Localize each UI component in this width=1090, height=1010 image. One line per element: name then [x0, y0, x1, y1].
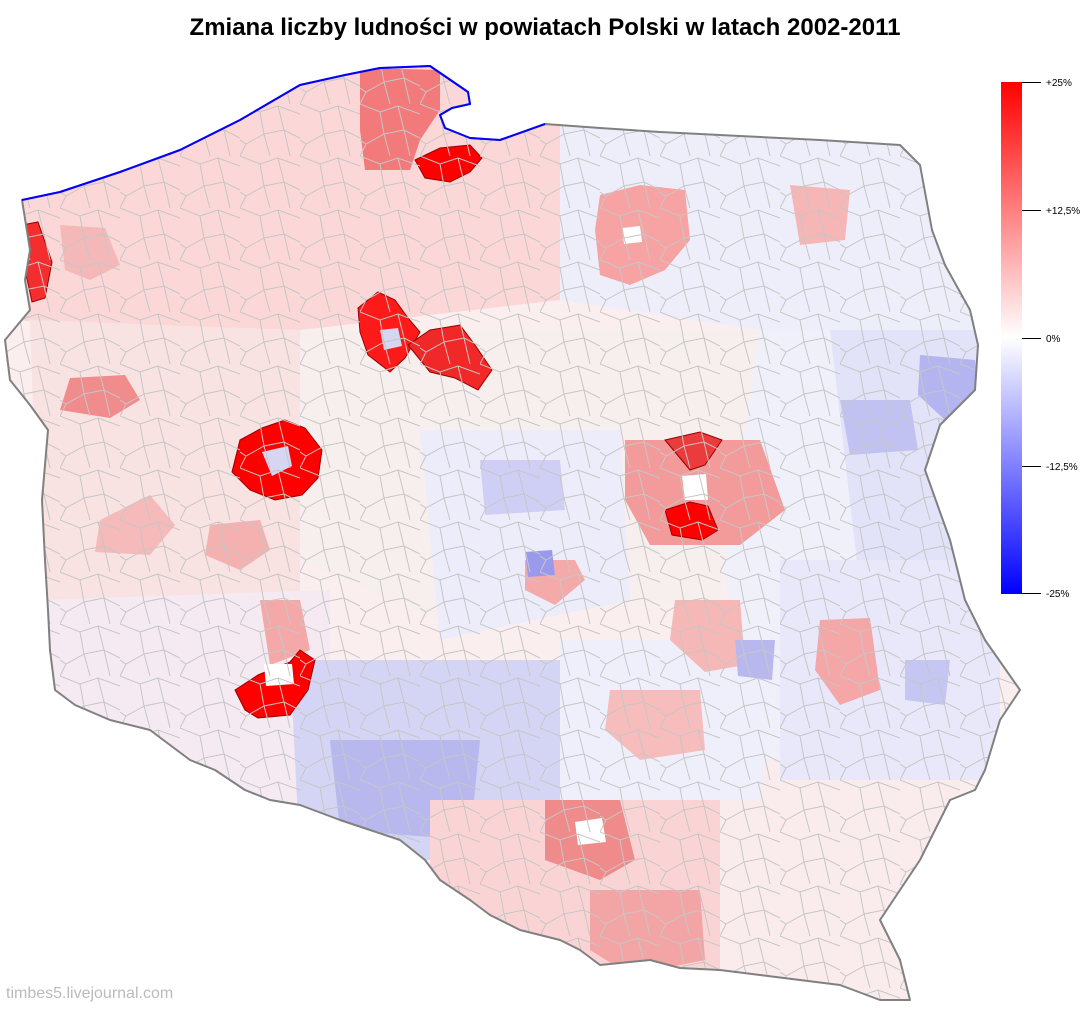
legend-tick — [1022, 338, 1041, 339]
legend-label-zero: 0% — [1046, 334, 1061, 345]
map-title: Zmiana liczby ludności w powiatach Polsk… — [189, 14, 901, 41]
legend-gradient-bar — [1001, 82, 1022, 594]
legend-tick — [1022, 210, 1041, 211]
legend-tick — [1022, 82, 1041, 83]
legend-label-max: +25% — [1046, 78, 1072, 89]
color-legend: +25% +12,5% 0% -12,5% -25% — [1001, 78, 1086, 602]
legend-label-low: -12,5% — [1046, 462, 1078, 473]
legend-label-high: +12,5% — [1046, 206, 1081, 217]
legend-label-min: -25% — [1046, 589, 1070, 600]
watermark-text: timbes5.livejournal.com — [6, 985, 174, 1002]
baltic-coastline — [21, 65, 546, 201]
legend-tick — [1022, 593, 1041, 594]
legend-tick — [1022, 466, 1041, 467]
